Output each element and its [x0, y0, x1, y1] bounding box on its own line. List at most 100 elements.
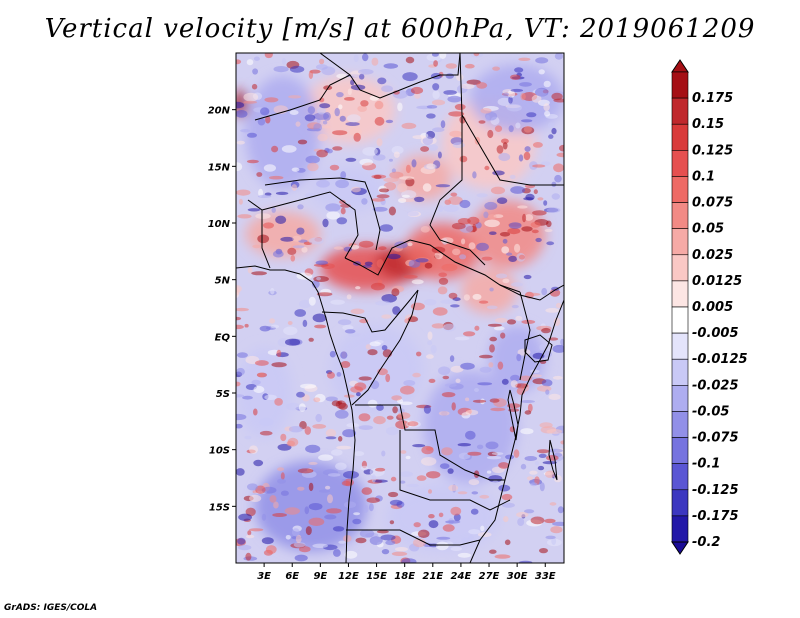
field-cell	[407, 242, 413, 247]
field-cell	[428, 489, 432, 494]
field-cell	[487, 129, 494, 139]
colorbar-label: 0.05	[692, 222, 724, 237]
border-angola-namibia	[346, 529, 481, 546]
field-cell	[506, 319, 517, 325]
colorbar-label: -0.175	[692, 509, 739, 524]
field-cell	[426, 113, 436, 119]
field-cell	[439, 463, 450, 469]
field-cell	[437, 204, 444, 212]
field-cell	[381, 314, 392, 319]
field-cell	[426, 354, 434, 359]
field-cell	[455, 378, 461, 383]
field-cell	[281, 58, 287, 65]
field-cell	[483, 211, 489, 219]
field-cell	[502, 92, 510, 97]
field-cell	[251, 379, 261, 386]
field-cell	[401, 122, 417, 129]
field-cell	[393, 151, 400, 158]
field-cell	[522, 213, 527, 223]
field-cell	[472, 171, 477, 179]
field-cell	[401, 194, 410, 198]
field-cell	[486, 305, 498, 310]
colorbar-swatch	[671, 71, 689, 99]
field-cell	[551, 181, 557, 187]
field-cell	[270, 287, 275, 295]
border-angola-zambia	[399, 430, 511, 511]
field-cell	[537, 385, 552, 392]
lon-tick-label: 21E	[422, 571, 443, 582]
border-car	[344, 239, 521, 293]
field-cell	[336, 372, 342, 377]
field-cell	[507, 90, 516, 98]
field-cell	[471, 491, 479, 495]
field-cell	[557, 506, 564, 514]
field-cell	[274, 398, 283, 406]
field-cell	[496, 145, 504, 154]
field-cell	[357, 105, 368, 112]
field-cell	[476, 242, 489, 251]
field-cell	[291, 167, 300, 172]
field-cell	[532, 210, 547, 216]
field-cell	[510, 380, 518, 388]
field-cell	[421, 457, 437, 466]
field-cell	[517, 205, 528, 209]
field-cell	[305, 526, 312, 536]
field-cell	[423, 405, 431, 414]
field-cell	[496, 197, 508, 204]
field-cell	[545, 470, 556, 478]
field-cell	[283, 326, 298, 336]
field-cell	[542, 461, 557, 465]
field-cell	[451, 402, 456, 411]
field-cell	[369, 95, 379, 101]
field-cell	[511, 304, 519, 309]
field-cell	[304, 506, 310, 515]
field-cell	[544, 228, 553, 233]
field-cell	[330, 299, 345, 305]
field-cell	[546, 455, 559, 461]
field-cell	[494, 125, 503, 132]
field-cell	[293, 542, 306, 548]
field-cell	[530, 482, 538, 487]
field-region	[236, 347, 293, 439]
field-cell	[273, 66, 289, 73]
field-cell	[381, 294, 398, 303]
field-cell	[308, 482, 314, 492]
field-cell	[383, 177, 399, 183]
field-cell	[321, 66, 336, 76]
field-cell	[257, 194, 272, 198]
field-cell	[550, 526, 563, 534]
colorbar-swatch	[671, 463, 689, 491]
field-cell	[510, 74, 521, 80]
field-cell	[290, 254, 296, 262]
field-cell	[243, 100, 257, 104]
field-cell	[492, 66, 500, 71]
field-cell	[288, 95, 302, 99]
field-cell	[437, 286, 448, 295]
field-cell	[438, 411, 450, 416]
field-cell	[247, 530, 252, 536]
colorbar-label: 0.005	[692, 300, 733, 315]
field-cell	[467, 451, 482, 456]
field-cell	[377, 77, 387, 85]
field-cell	[308, 70, 314, 80]
field-cell	[508, 96, 513, 104]
field-cell	[546, 429, 563, 434]
field-cell	[342, 429, 356, 438]
field-cell	[336, 445, 352, 450]
field-cell	[432, 83, 440, 91]
field-cell	[296, 391, 305, 398]
field-cell	[280, 472, 285, 480]
field-cell	[441, 447, 453, 456]
field-cell	[486, 456, 502, 460]
field-cell	[484, 201, 498, 210]
field-cell	[371, 198, 386, 202]
field-cell	[326, 211, 341, 220]
field-cell	[323, 112, 331, 121]
field-cell	[514, 243, 521, 253]
field-cell	[552, 375, 563, 380]
field-cell	[264, 53, 273, 59]
colorbar-label: -0.005	[692, 326, 739, 341]
field-cell	[373, 154, 386, 161]
field-cell	[457, 552, 472, 558]
field-cell	[551, 127, 557, 135]
